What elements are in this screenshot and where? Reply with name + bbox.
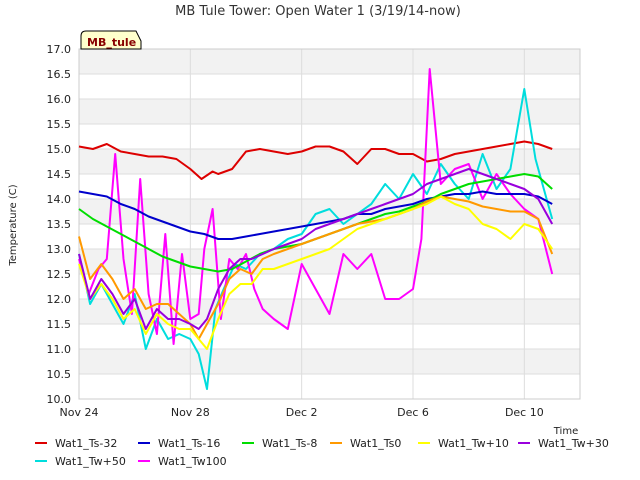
y-tick-label: 15.0: [47, 143, 72, 156]
band: [79, 349, 580, 374]
y-tick-label: 14.5: [47, 168, 72, 181]
y-tick-label: 14.0: [47, 193, 72, 206]
legend: Wat1_Ts-32 Wat1_Ts-16 Wat1_Ts-8 Wat1_Ts0 Wat…: [35, 437, 609, 468]
band: [79, 49, 580, 74]
badge-label: MB_tule: [87, 36, 136, 49]
series-line-wat1-tw-10: [78, 195, 554, 350]
series-line-wat1-tw100: [78, 68, 554, 345]
band: [79, 99, 580, 124]
badge: MB_tule: [80, 30, 142, 50]
legend-label: Wat1_Tw+30: [538, 437, 609, 450]
y-tick-label: 16.5: [47, 68, 72, 81]
y-tick-label: 17.0: [47, 43, 72, 56]
x-tick-label: Dec 2: [286, 406, 318, 419]
series-line-wat1-ts-16: [78, 190, 553, 240]
x-tick-label: Dec 6: [397, 406, 429, 419]
y-tick-label: 15.5: [47, 118, 72, 131]
y-tick-label: 12.0: [47, 293, 72, 306]
band: [79, 199, 580, 224]
legend-label: Wat1_Tw100: [158, 455, 227, 468]
y-tick-label: 11.5: [47, 318, 72, 331]
chart-title: MB Tule Tower: Open Water 1 (3/19/14-now…: [175, 4, 461, 19]
y-tick-label: 16.0: [47, 93, 72, 106]
band: [79, 149, 580, 174]
x-tick-label: Nov 28: [171, 406, 210, 419]
y-tick-label: 11.0: [47, 343, 72, 356]
series-line-wat1-tw-50: [78, 88, 554, 390]
plot-border: [78, 48, 581, 400]
x-tick-label: Nov 24: [60, 406, 99, 419]
legend-label: Wat1_Ts-16: [158, 437, 220, 450]
series-layer: [78, 68, 554, 390]
x-axis-label: Time: [553, 426, 578, 437]
y-tick-labels: 10.0 10.5 11.0 11.5 12.0 12.5 13.0 13.5 14.0 14.5…: [47, 43, 72, 406]
y-tick-label: 10.0: [47, 393, 72, 406]
y-tick-label: 10.5: [47, 368, 72, 381]
legend-label: Wat1_Tw+50: [55, 455, 126, 468]
legend-label: Wat1_Ts-32: [55, 437, 117, 450]
series-line-wat1-ts0: [78, 195, 554, 340]
y-tick-label: 12.5: [47, 268, 72, 281]
y-tick-label: 13.5: [47, 218, 72, 231]
x-tick-labels: Nov 24 Nov 28 Dec 2 Dec 6 Dec 10: [60, 406, 544, 419]
legend-label: Wat1_Tw+10: [438, 437, 509, 450]
legend-label: Wat1_Ts-8: [262, 437, 317, 450]
legend-label: Wat1_Ts0: [350, 437, 401, 450]
y-axis-label: Temperature (C): [8, 184, 19, 266]
series-line-wat1-ts-32: [78, 140, 553, 180]
x-tick-label: Dec 10: [505, 406, 544, 419]
series-line-wat1-tw-30: [78, 168, 554, 330]
y-tick-label: 13.0: [47, 243, 72, 256]
